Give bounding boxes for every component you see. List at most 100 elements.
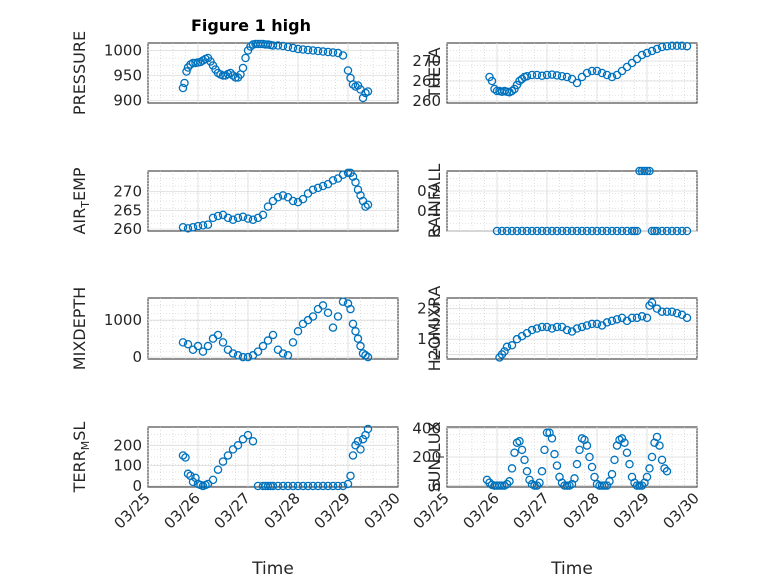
x-tick-label: 03/27 [510, 489, 553, 532]
y-tick-label: 270 [412, 52, 441, 70]
data-point [607, 316, 617, 326]
data-point [263, 336, 273, 345]
data-point [522, 467, 532, 476]
data-point [567, 226, 577, 236]
data-point [557, 226, 567, 236]
data-point [348, 319, 358, 329]
data-point [525, 475, 534, 485]
data-point [527, 325, 537, 335]
data-point [298, 45, 308, 54]
data-point [178, 451, 188, 460]
data-point [657, 455, 667, 465]
data-point [547, 434, 557, 443]
data-point [672, 308, 682, 318]
data-point [547, 226, 557, 236]
y-tick-label: 270 [113, 183, 142, 201]
data-point [218, 338, 228, 347]
data-point [540, 445, 549, 455]
data-point [537, 467, 547, 476]
data-point [505, 477, 514, 486]
data-point [550, 449, 559, 459]
data-point [500, 347, 509, 356]
data-point [652, 226, 662, 236]
data-point [620, 438, 629, 447]
data-point [238, 434, 248, 444]
data-point [338, 481, 348, 491]
data-point [363, 87, 373, 96]
data-point [682, 41, 692, 51]
data-point [600, 481, 609, 490]
data-point [328, 48, 338, 57]
data-point [612, 315, 622, 324]
data-point [243, 214, 253, 223]
data-point [183, 339, 193, 349]
data-point [328, 481, 338, 491]
data-point [552, 322, 562, 332]
data-point [662, 467, 672, 476]
data-point [218, 457, 228, 466]
data-point [682, 226, 692, 236]
data-point [213, 465, 223, 474]
data-point [288, 196, 298, 206]
data-point [537, 226, 547, 236]
data-point [363, 352, 373, 362]
data-point [346, 304, 355, 314]
data-point [356, 341, 365, 351]
data-point [642, 313, 652, 323]
data-point [507, 464, 517, 473]
data-point [353, 334, 363, 343]
y-tick-label: 260 [412, 92, 441, 110]
data-point [333, 48, 343, 58]
data-point [338, 297, 348, 306]
data-point [258, 210, 268, 220]
data-point [612, 226, 622, 236]
data-point [667, 41, 677, 51]
data-point [333, 481, 343, 491]
data-point [213, 330, 223, 340]
data-point [208, 213, 218, 223]
subplot-1: 900 950 1000 PRESSURE [70, 31, 399, 115]
data-point [647, 46, 657, 56]
data-point [682, 313, 692, 323]
data-point [657, 307, 667, 316]
data-point [238, 63, 248, 73]
y-tick-label: 265 [412, 72, 441, 90]
data-point [308, 481, 318, 491]
data-point [228, 445, 238, 454]
data-point [263, 481, 273, 491]
data-point [203, 220, 213, 229]
data-point [562, 226, 572, 236]
data-point [642, 166, 652, 176]
data-point [248, 436, 258, 446]
x-tick-label: 03/28 [261, 489, 304, 532]
data-point [627, 313, 637, 323]
data-point [178, 222, 188, 232]
data-point [647, 452, 657, 462]
data-point [602, 226, 612, 236]
data-point [243, 430, 253, 440]
data-point [273, 192, 283, 202]
data-point [323, 481, 333, 491]
data-point [645, 166, 654, 176]
data-point [298, 481, 308, 491]
data-point [625, 459, 634, 469]
data-point [517, 226, 527, 236]
data-point [258, 341, 268, 351]
data-point [630, 226, 639, 236]
data-point [572, 226, 582, 236]
data-point [318, 481, 328, 491]
x-tick-label: 03/27 [211, 489, 254, 532]
data-point [203, 479, 213, 489]
data-point [602, 70, 612, 80]
data-point [268, 481, 278, 491]
x-axis-label: Time [550, 559, 593, 579]
y-tick-label: 0 [132, 348, 142, 366]
data-point [223, 451, 233, 460]
y-tick-label: 1000 [104, 42, 142, 60]
data-point [510, 448, 519, 457]
data-point [590, 472, 599, 482]
